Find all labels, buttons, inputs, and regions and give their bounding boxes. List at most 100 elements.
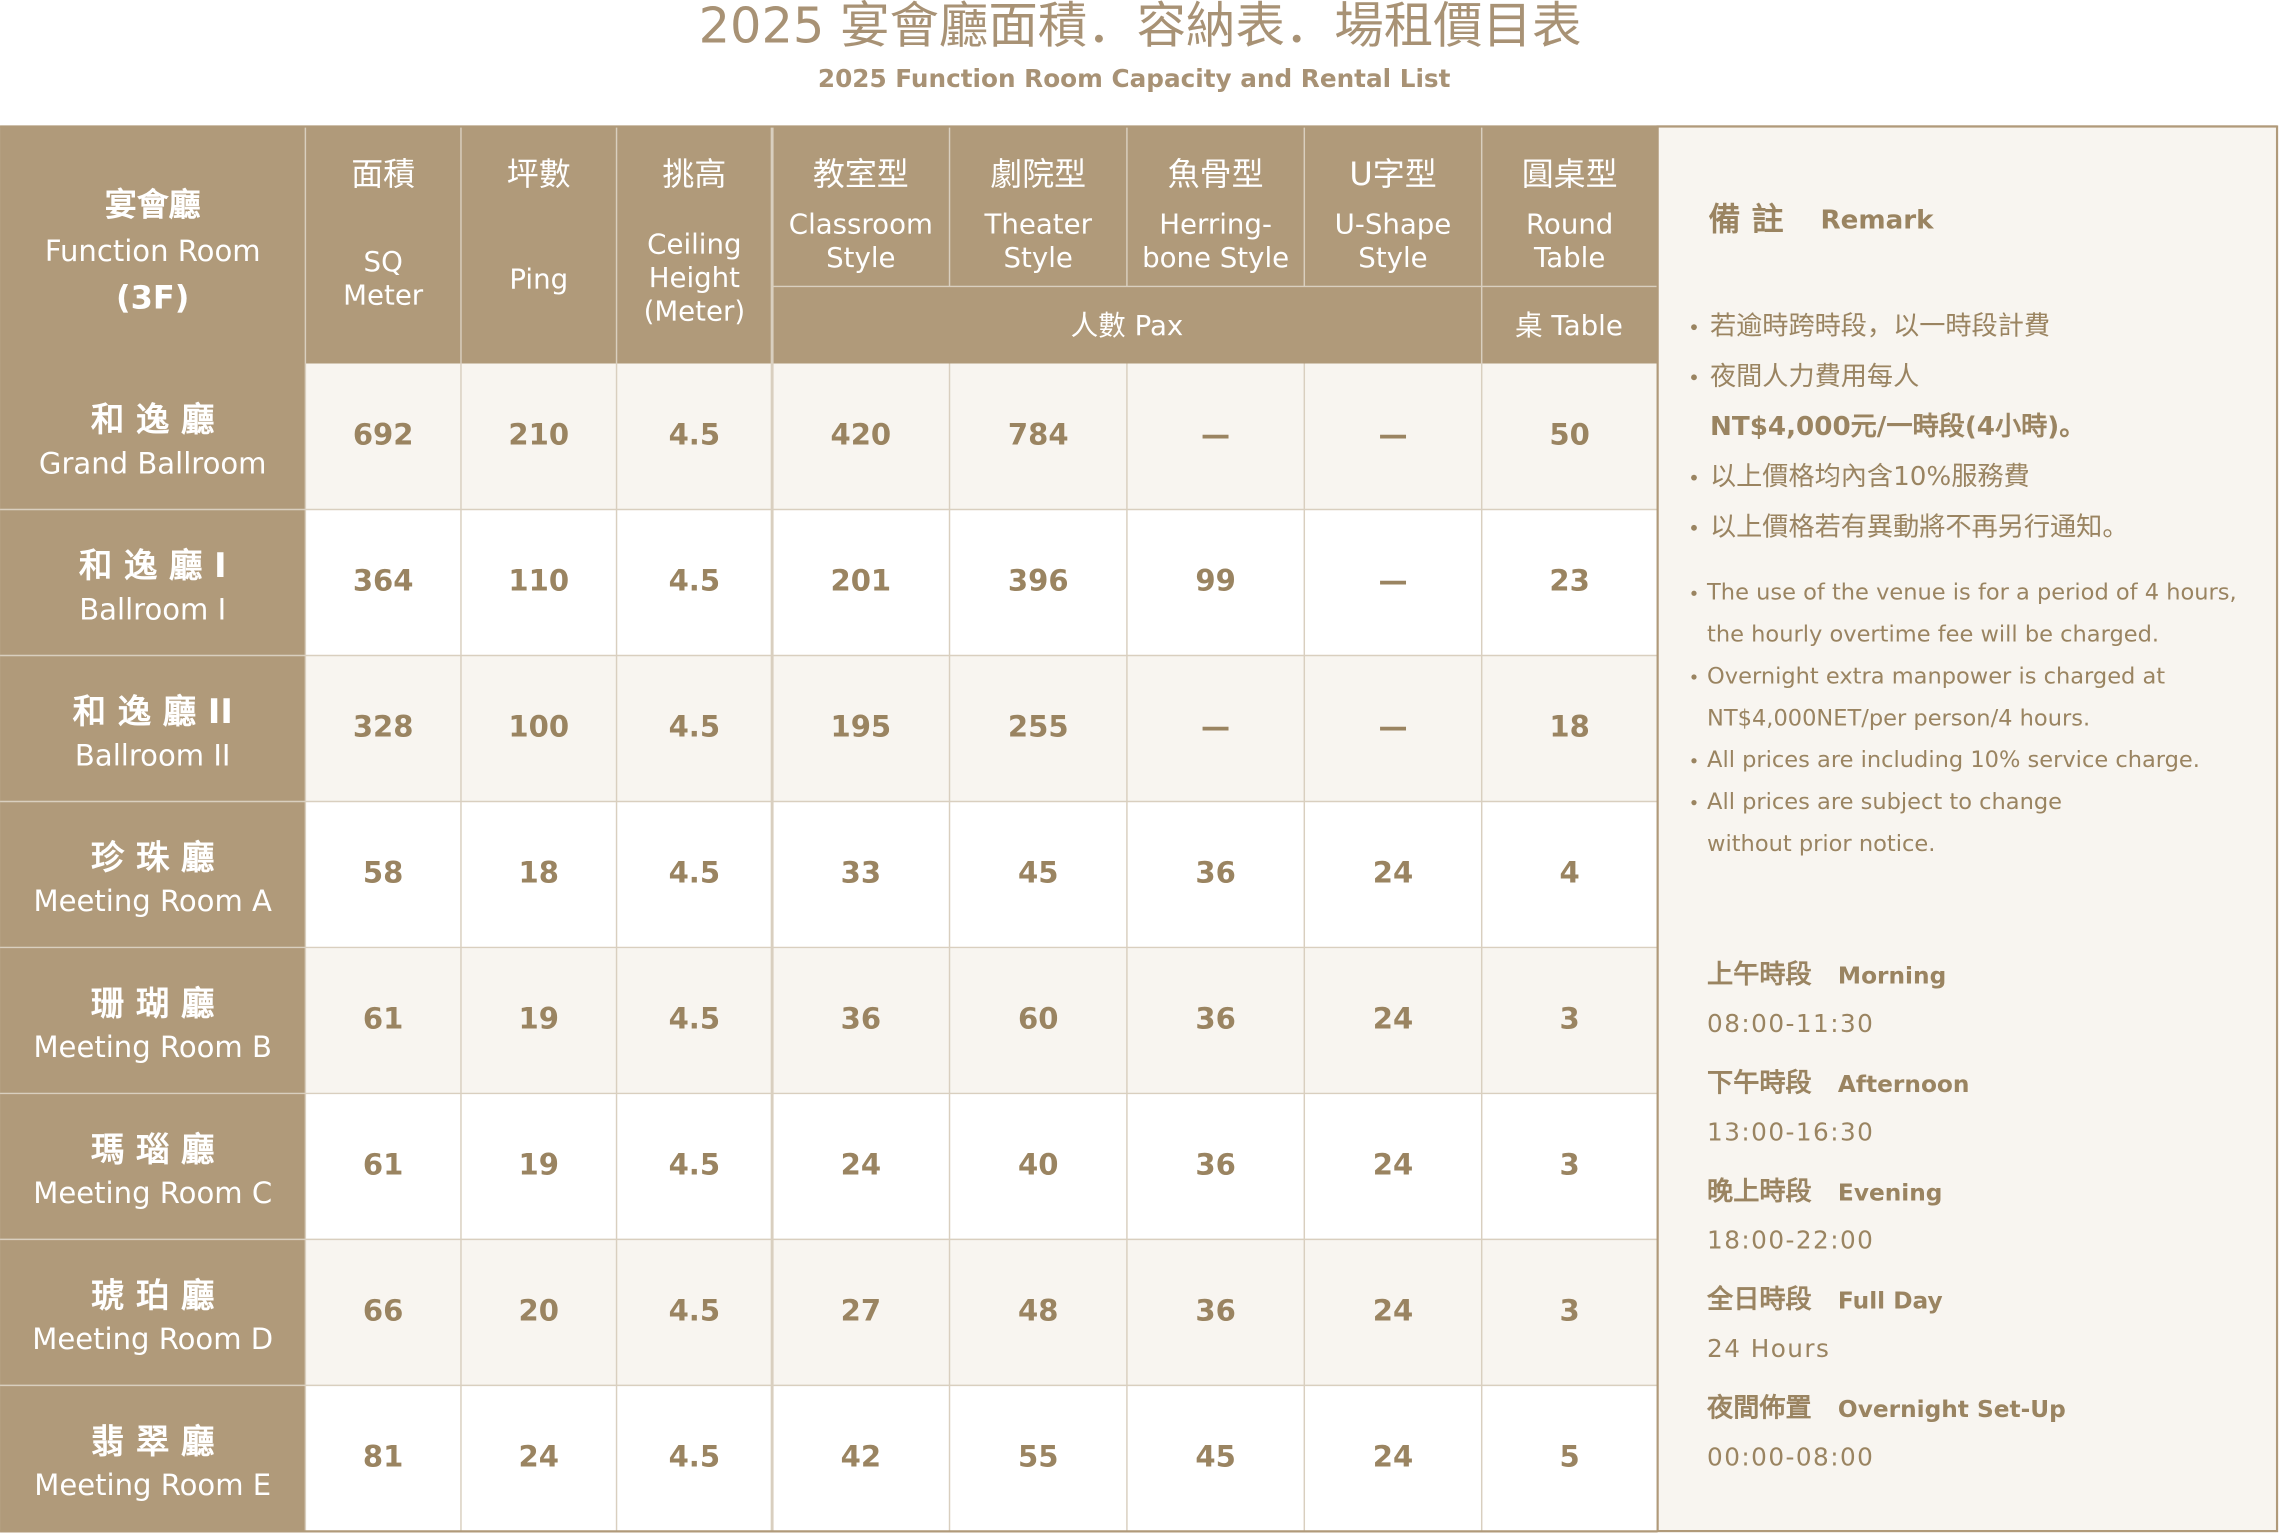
row-label-bg	[0, 947, 306, 1094]
header-en: Height	[649, 261, 740, 294]
note-en: The use of the venue is for a period of …	[1706, 580, 2237, 606]
header-bg	[0, 126, 1658, 364]
note-en: without prior notice.	[1707, 831, 1935, 857]
cell: 19	[519, 1147, 559, 1181]
room-en: Ballroom I	[79, 592, 226, 626]
room-zh: 珍 珠 廳	[91, 838, 215, 877]
header-en: Theater	[983, 207, 1092, 240]
session-time: 13:00-16:30	[1707, 1117, 1874, 1146]
cell: 48	[1018, 1293, 1058, 1327]
cell: —	[1378, 417, 1407, 451]
row-bg	[305, 1239, 1658, 1386]
header-en: SQ	[364, 245, 403, 278]
room-zh: 翡 翠 廳	[91, 1422, 215, 1461]
room-zh: 琥 珀 廳	[91, 1276, 215, 1315]
cell: 45	[1018, 855, 1058, 889]
cell: 5	[1560, 1439, 1580, 1473]
cell: —	[1201, 417, 1230, 451]
header-en: Table	[1533, 241, 1605, 274]
room-zh: 瑪 瑙 廳	[91, 1130, 215, 1169]
note-en: the hourly overtime fee will be charged.	[1707, 622, 2159, 648]
header-zh: 面積	[351, 155, 415, 193]
header-en: Style	[826, 241, 895, 274]
row-label-bg	[0, 1239, 306, 1386]
row-bg	[305, 947, 1658, 1094]
cell: 4.5	[669, 1439, 721, 1473]
cell: 36	[1195, 1147, 1235, 1181]
bullet	[1691, 324, 1697, 331]
note-en: Overnight extra manpower is charged at	[1707, 663, 2165, 689]
cell: 3	[1560, 1293, 1580, 1327]
cell: 110	[508, 563, 569, 597]
header-en: Round	[1526, 207, 1613, 240]
cell: 4.5	[669, 563, 721, 597]
row-bg	[305, 509, 1658, 656]
cell: 24	[1373, 1439, 1413, 1473]
cell: 36	[1195, 855, 1235, 889]
group-label: 桌 Table	[1515, 309, 1623, 342]
cell: 3	[1560, 1147, 1580, 1181]
bullet	[1691, 374, 1697, 381]
session-en: Morning	[1838, 963, 1946, 990]
room-en: Grand Ballroom	[39, 446, 267, 480]
header-en: bone Style	[1142, 241, 1289, 274]
note-en: NT$4,000NET/per person/4 hours.	[1707, 705, 2090, 731]
room-en: Meeting Room C	[33, 1176, 272, 1210]
cell: 201	[830, 563, 891, 597]
note-zh: 若逾時跨時段，以一時段計費	[1710, 312, 2050, 342]
header-zh: U字型	[1349, 155, 1436, 193]
bullet	[1691, 800, 1697, 806]
cell: 42	[841, 1439, 881, 1473]
bullet	[1691, 758, 1697, 764]
header-en: Classroom	[789, 207, 933, 240]
cell: 45	[1195, 1439, 1235, 1473]
row-label-bg	[0, 363, 306, 510]
header-en: Ceiling	[647, 228, 741, 261]
cell: 36	[841, 1001, 881, 1035]
session-zh: 晚上時段	[1707, 1176, 1812, 1207]
cell: 4.5	[669, 1293, 721, 1327]
cell: 36	[1195, 1293, 1235, 1327]
cell: 19	[519, 1001, 559, 1035]
cell: 3	[1560, 1001, 1580, 1035]
cell: 4.5	[669, 709, 721, 743]
session-en: Overnight Set-Up	[1838, 1396, 2066, 1423]
cell: 24	[1373, 1293, 1413, 1327]
cell: —	[1378, 709, 1407, 743]
row-label-bg	[0, 1385, 306, 1532]
bullet	[1691, 674, 1697, 680]
header-zh: 坪數	[507, 155, 571, 193]
cell: 99	[1195, 563, 1235, 597]
bullet	[1691, 474, 1697, 481]
cell: 24	[841, 1147, 881, 1181]
cell: 100	[508, 709, 569, 743]
session-en: Full Day	[1838, 1288, 1943, 1315]
cell: 4.5	[669, 855, 721, 889]
cell: 27	[841, 1293, 881, 1327]
cell: 33	[841, 855, 881, 889]
session-en: Afternoon	[1838, 1071, 1970, 1098]
header-en: (Meter)	[644, 295, 746, 328]
cell: 58	[363, 855, 403, 889]
cell: 23	[1549, 563, 1589, 597]
header-en: Meter	[343, 279, 424, 312]
header-zh: 劇院型	[990, 155, 1086, 193]
remark-bg	[1656, 125, 2279, 1533]
room-zh: 和 逸 廳 II	[73, 692, 233, 731]
cell: 4.5	[669, 417, 721, 451]
cell: 60	[1018, 1001, 1058, 1035]
note-zh: NT$4,000元/一時段(4小時)。	[1710, 411, 2085, 442]
cell: 420	[830, 417, 891, 451]
room-en: Meeting Room E	[34, 1468, 271, 1502]
note-zh: 夜間人力費用每人	[1710, 362, 1919, 392]
note-en: All prices are including 10% service cha…	[1707, 747, 2200, 773]
room-zh: 和 逸 廳	[91, 400, 215, 439]
room-en: Ballroom II	[75, 738, 231, 772]
row-label-bg	[0, 801, 306, 948]
row-label-bg	[0, 655, 306, 802]
cell: 24	[519, 1439, 559, 1473]
cell: 328	[353, 709, 414, 743]
room-en: Meeting Room D	[32, 1322, 273, 1356]
header-zh: 宴會廳	[105, 185, 201, 223]
